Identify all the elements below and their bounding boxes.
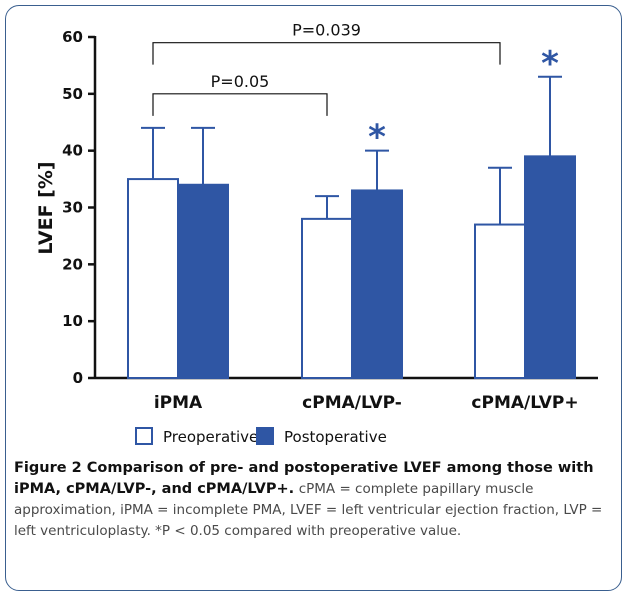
y-tick-label: 60	[62, 28, 83, 46]
x-category-label: cPMA/LVP-	[302, 393, 402, 413]
bar-preoperative	[301, 217, 353, 379]
caption-text: cPMA = complete papillary muscle approxi…	[14, 481, 603, 539]
y-tick-label: 30	[62, 199, 83, 217]
bar-postoperative	[177, 183, 229, 379]
p-value-label: P=0.039	[292, 21, 361, 40]
bar-chart: 0 10 20 30 40 50 60 LVEF [%] iPMA cPMA/LVP-cPMA/L…	[35, 21, 598, 446]
y-tick-label: 0	[73, 369, 83, 387]
y-tick-label: 20	[62, 255, 83, 273]
bar-preoperative	[127, 178, 179, 379]
bar-postoperative	[524, 155, 576, 379]
x-category-label: iPMA	[154, 393, 203, 413]
legend-label-preoperative: Preoperative	[163, 428, 258, 446]
p-value-label: P=0.05	[211, 72, 270, 91]
significance-star: *	[368, 118, 386, 158]
legend-swatch-preoperative	[135, 427, 153, 445]
legend-swatch-postoperative	[256, 427, 274, 445]
bar-preoperative	[474, 223, 526, 379]
legend-label-postoperative: Postoperative	[284, 428, 387, 446]
y-tick-label: 40	[62, 142, 83, 160]
bar-postoperative	[351, 189, 403, 379]
significance-bracket	[152, 93, 328, 116]
significance-star: *	[541, 44, 559, 84]
figure-caption: Figure 2 Comparison of pre- and postoper…	[14, 458, 614, 542]
x-category-label: cPMA/LVP+	[471, 393, 578, 413]
significance-bracket	[152, 42, 501, 65]
y-axis-label: LVEF [%]	[35, 161, 57, 254]
y-tick-label: 50	[62, 85, 83, 103]
y-tick-label: 10	[62, 312, 83, 330]
caption-title: Figure 2 Comparison of pre- and postoper…	[14, 460, 594, 497]
